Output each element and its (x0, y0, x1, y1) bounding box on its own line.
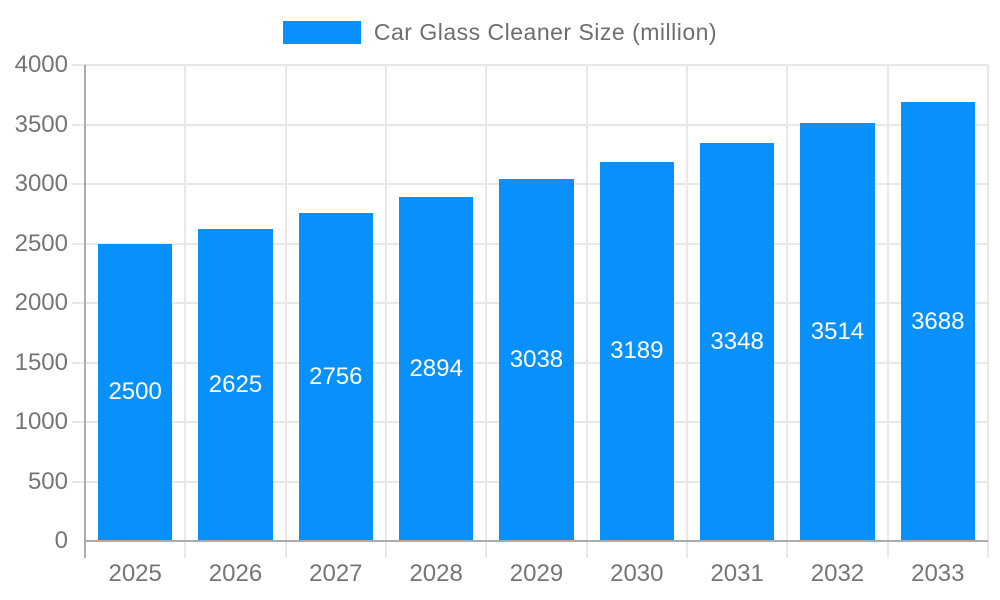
plot-area: 2500 2625 2756 2894 3038 3189 3348 3514 3688 (72, 64, 989, 558)
gridline-vertical (284, 65, 287, 558)
bar-category: 2500 (85, 65, 185, 541)
bar: 2500 (98, 243, 173, 541)
x-tick-label: 2033 (911, 560, 965, 587)
bar-value-label: 3189 (610, 337, 664, 365)
y-axis-labels: 0 500 1000 1500 2000 2500 3000 3500 4000 (0, 51, 68, 554)
y-axis-line (84, 65, 86, 558)
bar: 3348 (700, 142, 775, 541)
x-tick-label: 2028 (409, 560, 463, 587)
bar: 3038 (499, 179, 574, 541)
x-tick-label: 2030 (610, 560, 664, 587)
bar: 2756 (298, 213, 373, 541)
x-tick-label: 2031 (710, 560, 764, 587)
y-tick-label: 3500 (14, 110, 68, 138)
bar-category: 3348 (687, 65, 787, 541)
y-tick-label: 2000 (14, 289, 68, 316)
bar-value-label: 3348 (710, 327, 764, 355)
bar-category: 2894 (386, 65, 486, 541)
gridline-horizontal (72, 123, 988, 126)
x-tick-label: 2032 (810, 560, 865, 587)
bar-category: 3189 (587, 65, 687, 541)
x-tick-label: 2026 (208, 560, 263, 587)
y-tick-label: 3000 (14, 170, 68, 197)
legend: Car Glass Cleaner Size (million) (0, 19, 1000, 46)
bar: 2625 (198, 228, 273, 541)
x-axis-line (84, 540, 988, 542)
y-tick-label: 1000 (14, 408, 68, 435)
bar: 2894 (399, 196, 474, 541)
bar-value-label: 2500 (108, 378, 162, 406)
bar-value-label: 2894 (409, 354, 463, 382)
x-axis-labels: 2025 2026 2027 2028 2029 2030 2031 2032 2033 (85, 558, 988, 590)
bar-category: 3514 (787, 65, 887, 541)
x-tick-label: 2027 (309, 560, 363, 587)
bar-category: 3038 (486, 65, 586, 541)
bar-category: 2625 (185, 65, 285, 541)
y-tick-label: 1500 (14, 348, 68, 376)
gridline-horizontal (72, 64, 988, 66)
bar-value-label: 2625 (208, 370, 263, 398)
gridline-vertical (585, 65, 588, 558)
bar: 3688 (900, 102, 975, 541)
y-tick-label: 500 (27, 467, 68, 495)
y-tick-label: 2500 (14, 229, 68, 257)
bar-category: 3688 (888, 65, 988, 541)
gridline-vertical (686, 65, 688, 558)
bar-series: 2500 2625 2756 2894 3038 3189 3348 3514 3688 (85, 65, 988, 541)
gridline-vertical (485, 65, 488, 558)
y-tick-label: 4000 (14, 51, 68, 78)
bar-value-label: 2756 (309, 363, 363, 391)
gridline-vertical (886, 65, 889, 558)
bar: 3189 (599, 161, 674, 541)
bar-category: 2756 (286, 65, 386, 541)
bar: 3514 (800, 122, 875, 541)
gridline-vertical (184, 65, 187, 558)
gridline-vertical (987, 65, 989, 558)
x-tick-label: 2029 (509, 560, 564, 587)
bar-value-label: 3688 (911, 307, 965, 335)
bar-value-label: 3038 (509, 346, 564, 374)
bar-value-label: 3514 (810, 317, 865, 345)
gridline-vertical (786, 65, 789, 558)
x-tick-label: 2025 (108, 560, 162, 587)
legend-label: Car Glass Cleaner Size (million) (373, 19, 718, 45)
y-tick-label: 0 (54, 527, 68, 554)
gridline-vertical (385, 65, 387, 558)
legend-swatch-icon (282, 21, 361, 44)
